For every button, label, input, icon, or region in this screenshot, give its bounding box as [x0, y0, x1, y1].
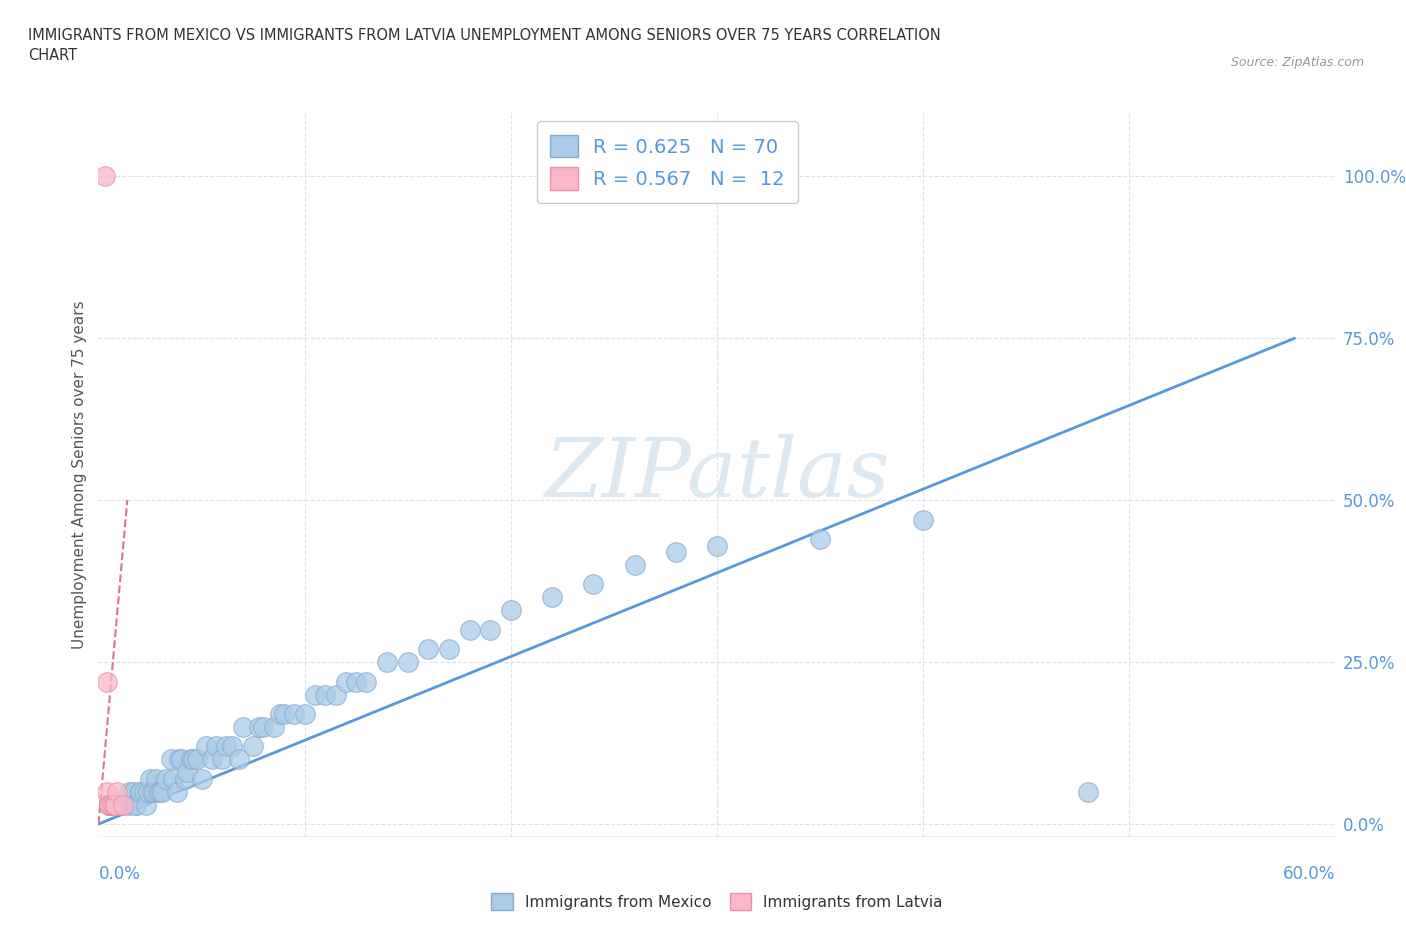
- Point: [97, 797, 120, 812]
- Point: [194, 738, 217, 753]
- Point: [912, 512, 935, 527]
- Point: [344, 674, 367, 689]
- Point: [283, 707, 305, 722]
- Point: [1077, 784, 1099, 799]
- Point: [247, 720, 270, 735]
- Point: [665, 545, 688, 560]
- Point: [104, 797, 127, 812]
- Point: [356, 674, 378, 689]
- Point: [97, 797, 120, 812]
- Text: IMMIGRANTS FROM MEXICO VS IMMIGRANTS FROM LATVIA UNEMPLOYMENT AMONG SENIORS OVER: IMMIGRANTS FROM MEXICO VS IMMIGRANTS FRO…: [28, 28, 941, 62]
- Point: [124, 797, 146, 812]
- Point: [418, 642, 440, 657]
- Point: [167, 751, 190, 766]
- Point: [479, 622, 502, 637]
- Legend: Immigrants from Mexico, Immigrants from Latvia: Immigrants from Mexico, Immigrants from …: [485, 886, 949, 916]
- Point: [205, 738, 228, 753]
- Point: [101, 797, 124, 812]
- Point: [105, 784, 128, 799]
- Point: [128, 784, 150, 799]
- Point: [294, 707, 316, 722]
- Point: [499, 603, 522, 618]
- Y-axis label: Unemployment Among Seniors over 75 years: Unemployment Among Seniors over 75 years: [72, 300, 87, 648]
- Point: [118, 784, 141, 799]
- Point: [252, 720, 274, 735]
- Point: [128, 784, 150, 799]
- Point: [135, 797, 157, 812]
- Point: [228, 751, 250, 766]
- Point: [141, 784, 163, 799]
- Point: [263, 720, 285, 735]
- Point: [170, 751, 193, 766]
- Point: [190, 771, 212, 786]
- Point: [325, 687, 347, 702]
- Point: [166, 784, 188, 799]
- Point: [112, 797, 135, 812]
- Point: [159, 751, 181, 766]
- Point: [375, 655, 398, 670]
- Point: [304, 687, 326, 702]
- Point: [242, 738, 264, 753]
- Point: [97, 797, 120, 812]
- Point: [143, 784, 166, 799]
- Point: [93, 169, 115, 184]
- Point: [104, 797, 127, 812]
- Text: Source: ZipAtlas.com: Source: ZipAtlas.com: [1230, 56, 1364, 69]
- Point: [162, 771, 184, 786]
- Text: ZIPatlas: ZIPatlas: [544, 434, 890, 514]
- Point: [132, 784, 155, 799]
- Point: [314, 687, 336, 702]
- Point: [100, 797, 122, 812]
- Point: [335, 674, 357, 689]
- Point: [122, 784, 145, 799]
- Point: [273, 707, 295, 722]
- Point: [623, 557, 645, 572]
- Point: [396, 655, 419, 670]
- Point: [706, 538, 728, 553]
- Point: [97, 797, 120, 812]
- Point: [124, 797, 146, 812]
- Point: [201, 751, 224, 766]
- Point: [181, 751, 204, 766]
- Point: [458, 622, 481, 637]
- Point: [437, 642, 460, 657]
- Text: 60.0%: 60.0%: [1284, 865, 1336, 883]
- Point: [176, 764, 198, 779]
- Point: [221, 738, 243, 753]
- Point: [118, 797, 141, 812]
- Point: [149, 784, 172, 799]
- Point: [145, 771, 167, 786]
- Point: [541, 590, 564, 604]
- Point: [186, 751, 208, 766]
- Point: [112, 797, 135, 812]
- Text: 0.0%: 0.0%: [98, 865, 141, 883]
- Point: [150, 784, 173, 799]
- Point: [582, 577, 605, 591]
- Point: [136, 784, 159, 799]
- Point: [269, 707, 291, 722]
- Point: [180, 751, 202, 766]
- Point: [174, 771, 197, 786]
- Point: [108, 797, 131, 812]
- Point: [215, 738, 238, 753]
- Point: [211, 751, 233, 766]
- Point: [139, 771, 162, 786]
- Point: [808, 532, 831, 547]
- Point: [96, 674, 118, 689]
- Point: [148, 784, 170, 799]
- Point: [155, 771, 177, 786]
- Point: [96, 784, 118, 799]
- Point: [232, 720, 254, 735]
- Point: [104, 797, 127, 812]
